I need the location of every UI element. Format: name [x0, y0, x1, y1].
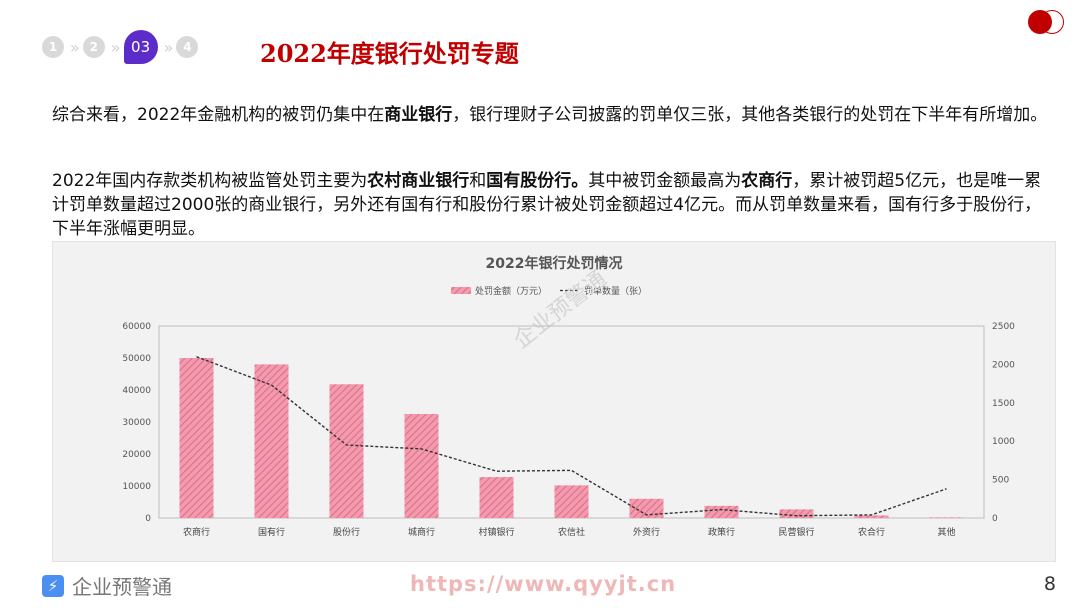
bar-amount: [779, 509, 814, 518]
y-right-tick-label: 1500: [992, 399, 1015, 409]
x-category-label: 农合行: [858, 526, 885, 538]
y-right-tick-label: 2500: [992, 322, 1015, 332]
y-left-tick-label: 30000: [122, 418, 151, 428]
step-3-active[interactable]: 03: [123, 30, 158, 64]
watermark: 企业预警通: [509, 266, 611, 353]
y-right-tick-label: 2000: [992, 360, 1015, 370]
y-left-tick-label: 20000: [122, 450, 151, 460]
line-ticket-count: [196, 356, 947, 517]
y-right-tick-label: 500: [992, 476, 1009, 486]
bar-amount: [554, 485, 589, 518]
bar-amount: [179, 358, 214, 518]
x-category-label: 农商行: [183, 526, 210, 538]
bar-amount: [254, 364, 289, 518]
x-category-label: 农信社: [558, 526, 585, 538]
bar-amount: [329, 384, 364, 518]
chevrons-icon: »: [110, 37, 121, 57]
x-category-label: 国有行: [258, 526, 285, 538]
x-category-label: 城商行: [408, 526, 435, 538]
footer-brand: 企业预警通: [72, 575, 172, 599]
x-category-label: 股份行: [333, 526, 360, 538]
page-number: 8: [1043, 573, 1056, 595]
y-left-tick-label: 40000: [122, 386, 151, 396]
legend-label-count: 罚单数量（张）: [584, 285, 647, 297]
summary-paragraph: 综合来看，2022年金融机构的被罚仍集中在商业银行，银行理财子公司披露的罚单仅三…: [52, 105, 1048, 125]
x-category-label: 外资行: [633, 526, 660, 538]
bar-amount: [854, 515, 889, 518]
bar-amount: [479, 477, 514, 518]
step-1[interactable]: 1: [42, 36, 64, 58]
chart-panel: 2022年银行处罚情况 处罚金额（万元） 罚单数量（张） 企业预警通 0 1000…: [52, 241, 1056, 562]
lightning-icon: ⚡: [42, 574, 64, 597]
y-right-tick-label: 0: [992, 514, 998, 524]
y-right-tick-label: 1000: [992, 437, 1015, 447]
bar-amount: [404, 414, 439, 518]
x-category-label: 其他: [937, 526, 955, 538]
chart-title: 2022年银行处罚情况: [486, 255, 623, 272]
page-title: 2022年度银行处罚专题: [260, 39, 519, 68]
y-left-tick-label: 10000: [122, 482, 151, 492]
y-left-tick-label: 0: [145, 514, 151, 524]
chart-legend: 处罚金额（万元） 罚单数量（张）: [451, 285, 647, 297]
y-left-tick-label: 50000: [122, 354, 151, 364]
chevrons-icon: »: [70, 37, 80, 57]
step-navigator: 1 » 2 » 03 » 4: [42, 30, 199, 64]
bar-amount: [704, 505, 739, 518]
step-4[interactable]: 4: [176, 36, 199, 58]
detail-paragraph: 2022年国内存款类机构被监管处罚主要为农村商业银行和国有股份行。其中被罚金额最…: [52, 171, 1042, 239]
brand-circles-logo: [1028, 10, 1064, 34]
x-category-label: 村镇银行: [478, 526, 514, 538]
bar-amount: [929, 517, 964, 518]
footer-url[interactable]: https://www.qyyjt.cn: [410, 572, 677, 596]
bar-amount: [629, 498, 664, 518]
step-2[interactable]: 2: [82, 36, 105, 58]
y-left-tick-label: 60000: [122, 322, 151, 332]
footer-logo: ⚡ 企业预警通: [42, 571, 172, 600]
x-category-label: 民营银行: [778, 526, 814, 538]
legend-label-amount: 处罚金额（万元）: [475, 285, 547, 297]
x-category-label: 政策行: [708, 526, 735, 538]
chevrons-icon: »: [163, 37, 174, 57]
legend-swatch-amount: [451, 287, 471, 294]
bank-penalty-chart: 2022年银行处罚情况 处罚金额（万元） 罚单数量（张） 企业预警通 0 1000…: [122, 255, 1015, 538]
